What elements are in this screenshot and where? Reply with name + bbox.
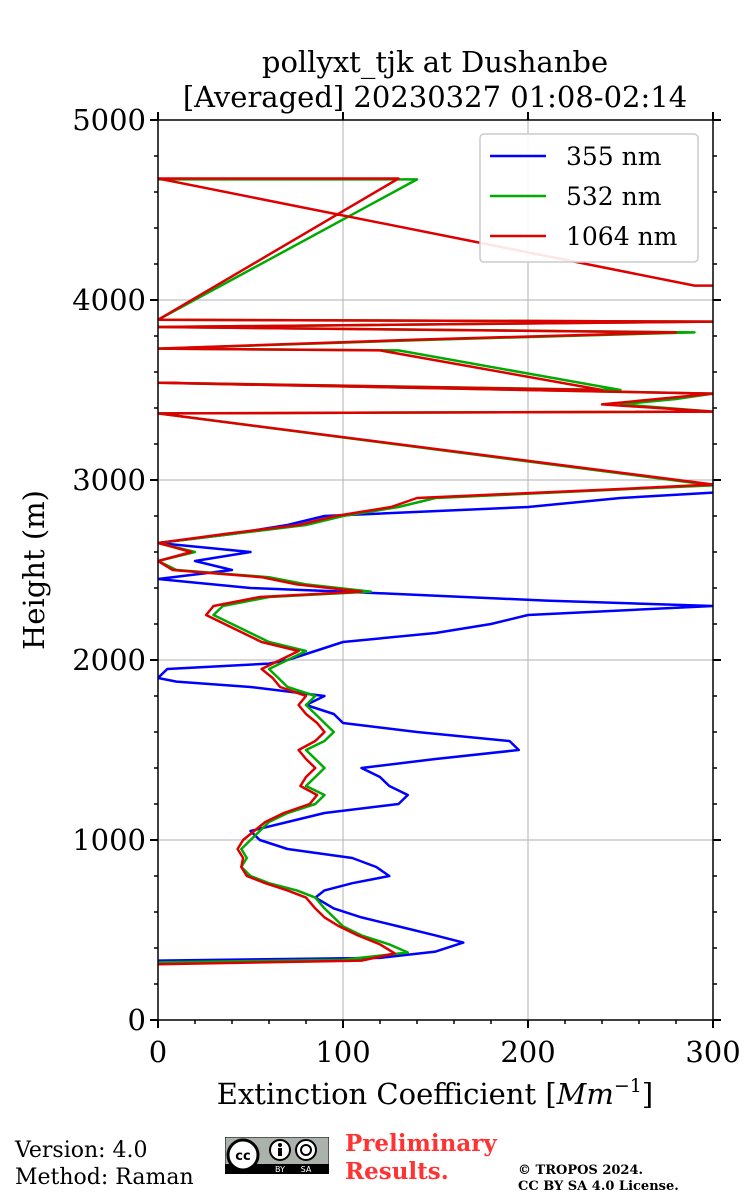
chart-title-line1: pollyxt_tjk at Dushanbe: [262, 45, 608, 80]
cc-sa-text: SA: [301, 1165, 312, 1174]
y-tick-label-1: 1000: [72, 823, 146, 857]
series-line-355-nm: [158, 491, 713, 962]
cc-text: cc: [235, 1149, 250, 1164]
x-tick-label-1: 100: [315, 1035, 370, 1069]
y-tick-label-5: 5000: [72, 103, 146, 137]
y-tick-label-4: 4000: [72, 283, 146, 317]
preliminary-results-label: Preliminary Results.: [345, 1130, 497, 1186]
legend: 355 nm 532 nm 1064 nm: [479, 133, 699, 263]
version-label: Version: 4.0: [15, 1138, 148, 1163]
x-axis-label-exponent: −1: [614, 1075, 642, 1097]
x-tick-label-2: 200: [500, 1035, 555, 1069]
plot-frame: [157, 119, 714, 1021]
x-axis-label-unit: Mm: [556, 1077, 614, 1111]
preliminary-line2: Results.: [345, 1158, 449, 1185]
y-tick-label-3: 3000: [72, 463, 146, 497]
x-tick-label-3: 300: [685, 1035, 740, 1069]
x-tick-label-0: 0: [149, 1035, 167, 1069]
cc-by-text: BY: [275, 1165, 285, 1174]
y-tick-label-2: 2000: [72, 643, 146, 677]
chart-title-line2: [Averaged] 20230327 01:08-02:14: [183, 80, 687, 114]
series-lines-layer: [158, 177, 713, 966]
legend-label-0: 355 nm: [566, 142, 662, 171]
copyright-line1: © TROPOS 2024.: [518, 1163, 644, 1178]
legend-label-2: 1064 nm: [566, 222, 678, 251]
y-axis-label: Height (m): [17, 490, 51, 650]
x-axis-label: Extinction Coefficient [Mm−1]: [217, 1075, 653, 1111]
copyright-notice: © TROPOS 2024. CC BY SA 4.0 License.: [518, 1163, 679, 1195]
cc-license-icon: cc BY SA: [225, 1137, 329, 1174]
x-axis-label-close: ]: [642, 1077, 653, 1111]
series-line-1064-nm: [158, 177, 713, 966]
y-tick-label-0: 0: [128, 1003, 146, 1037]
x-axis-label-text: Extinction Coefficient [: [217, 1077, 557, 1111]
preliminary-line1: Preliminary: [345, 1130, 497, 1157]
legend-label-1: 532 nm: [566, 182, 662, 211]
method-label: Method: Raman: [15, 1165, 194, 1190]
legend-box: [479, 133, 699, 263]
copyright-line2: CC BY SA 4.0 License.: [518, 1179, 679, 1194]
